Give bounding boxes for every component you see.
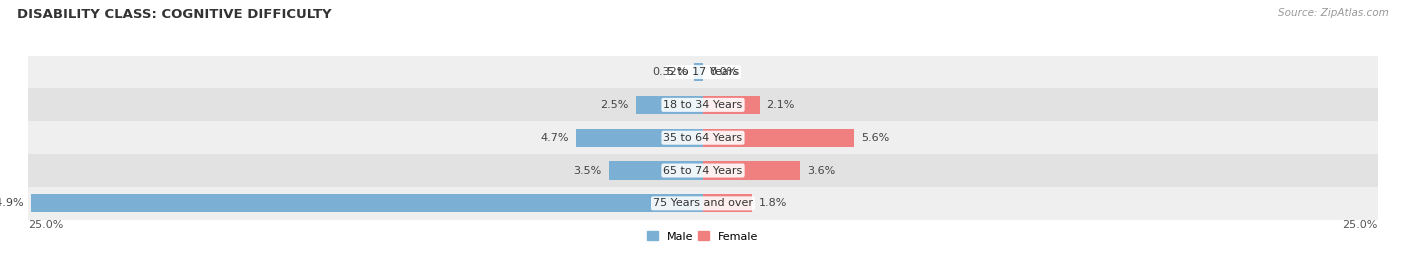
Bar	[695, 63, 703, 81]
Bar	[703, 194, 752, 212]
Bar	[703, 129, 855, 147]
Bar	[636, 96, 703, 114]
Bar	[28, 121, 1378, 154]
Text: 35 to 64 Years: 35 to 64 Years	[664, 133, 742, 143]
Text: 25.0%: 25.0%	[1343, 220, 1378, 230]
Text: 75 Years and over: 75 Years and over	[652, 198, 754, 208]
Text: 2.5%: 2.5%	[600, 100, 628, 110]
Text: Source: ZipAtlas.com: Source: ZipAtlas.com	[1278, 8, 1389, 18]
Bar	[28, 187, 1378, 220]
Text: 2.1%: 2.1%	[766, 100, 794, 110]
Text: 0.0%: 0.0%	[710, 67, 738, 77]
Text: 65 to 74 Years: 65 to 74 Years	[664, 166, 742, 176]
Text: 0.32%: 0.32%	[652, 67, 688, 77]
Bar	[31, 194, 703, 212]
Text: 5 to 17 Years: 5 to 17 Years	[666, 67, 740, 77]
Text: 1.8%: 1.8%	[758, 198, 787, 208]
Bar	[28, 154, 1378, 187]
Legend: Male, Female: Male, Female	[643, 227, 763, 246]
Bar	[703, 96, 759, 114]
Text: 18 to 34 Years: 18 to 34 Years	[664, 100, 742, 110]
Bar	[703, 161, 800, 180]
Text: 25.0%: 25.0%	[28, 220, 63, 230]
Bar	[609, 161, 703, 180]
Bar	[576, 129, 703, 147]
Bar	[28, 56, 1378, 89]
Text: 3.6%: 3.6%	[807, 166, 835, 176]
Text: 3.5%: 3.5%	[574, 166, 602, 176]
Text: 5.6%: 5.6%	[860, 133, 889, 143]
Bar	[28, 89, 1378, 121]
Text: 24.9%: 24.9%	[0, 198, 24, 208]
Text: DISABILITY CLASS: COGNITIVE DIFFICULTY: DISABILITY CLASS: COGNITIVE DIFFICULTY	[17, 8, 332, 21]
Text: 4.7%: 4.7%	[541, 133, 569, 143]
